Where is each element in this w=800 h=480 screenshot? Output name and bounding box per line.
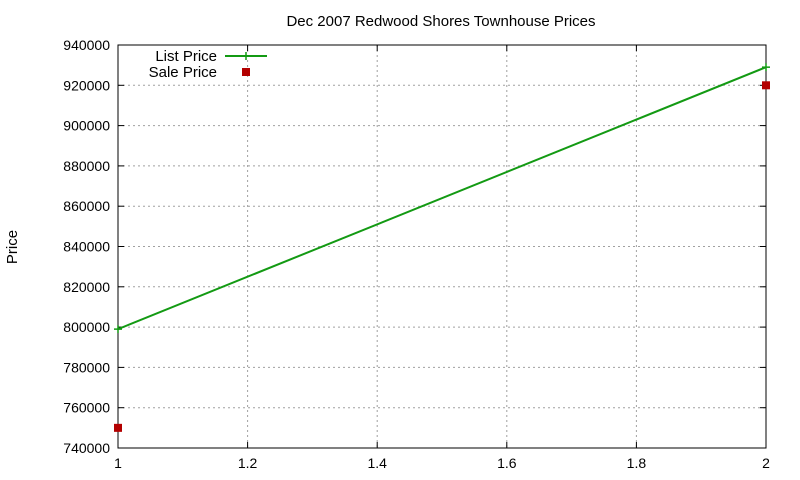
y-tick-label: 880000	[63, 158, 110, 174]
legend-marker	[242, 52, 250, 60]
y-tick-label: 820000	[63, 279, 110, 295]
x-tick-label: 1.4	[367, 455, 387, 471]
chart-title: Dec 2007 Redwood Shores Townhouse Prices	[286, 13, 595, 30]
ticks: 1 1.2 1.4 1.6 1.8 2 740000 760000 780000 800000 82…	[63, 37, 770, 471]
y-tick-label: 860000	[63, 198, 110, 214]
x-tick-label: 1	[114, 455, 122, 471]
legend-marker	[242, 68, 250, 76]
x-tick-label: 1.6	[497, 455, 517, 471]
y-tick-label: 760000	[63, 400, 110, 416]
grid	[118, 45, 766, 448]
series-list-price	[114, 63, 770, 334]
y-tick-label: 900000	[63, 118, 110, 134]
x-tick-label: 1.2	[238, 455, 258, 471]
y-tick-label: 840000	[63, 239, 110, 255]
data-point	[114, 423, 122, 432]
data-point	[762, 81, 770, 90]
y-tick-label: 800000	[63, 319, 110, 335]
y-tick-label: 940000	[63, 37, 110, 53]
series-line	[117, 66, 767, 331]
y-axis-label: Price	[4, 230, 21, 264]
data-point	[114, 325, 122, 334]
series-sale-price	[114, 81, 770, 432]
legend-label: Sale Price	[149, 64, 217, 81]
y-tick-label: 920000	[63, 77, 110, 93]
data-point	[762, 63, 770, 72]
series-layer	[114, 63, 770, 432]
y-tick-label: 740000	[63, 440, 110, 456]
x-tick-label: 1.8	[627, 455, 647, 471]
x-tick-label: 2	[762, 455, 770, 471]
y-tick-label: 780000	[63, 359, 110, 375]
legend-label: List Price	[155, 48, 217, 65]
